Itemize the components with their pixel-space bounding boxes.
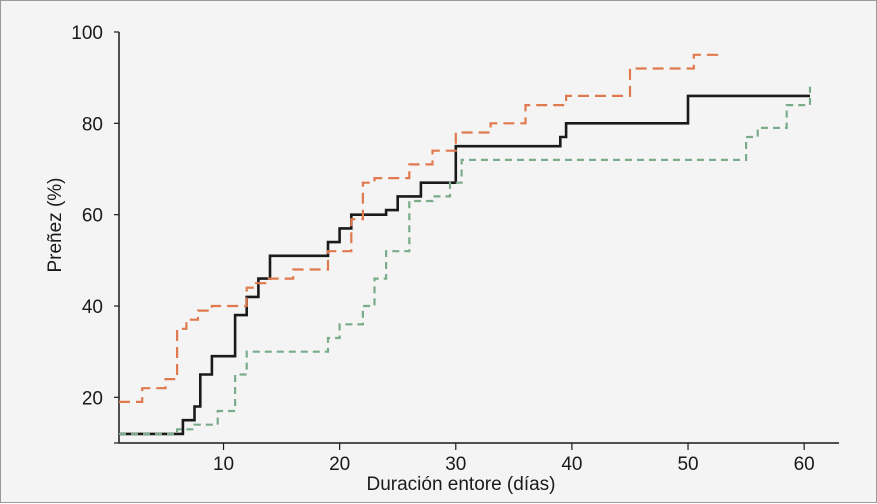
y-tick-label: 40 — [82, 297, 103, 318]
x-tick-label: 50 — [677, 454, 698, 475]
plot-area-background — [119, 32, 839, 443]
x-ticks: 10 20 30 40 50 60 — [213, 443, 815, 475]
series-layer — [119, 50, 812, 436]
y-tick-label: 100 — [71, 23, 103, 44]
x-tick-label: 30 — [445, 454, 466, 475]
y-axis-label: Preñez (%) — [45, 177, 66, 272]
x-axis-label: Duración entore (días) — [366, 474, 555, 495]
series-line-3 — [119, 86, 812, 435]
x-tick-label: 60 — [794, 454, 815, 475]
y-ticks: 20 40 60 80 100 — [71, 23, 119, 444]
y-tick-label: 80 — [82, 114, 103, 135]
x-tick-label: 10 — [213, 454, 234, 475]
x-tick-label: 20 — [329, 454, 350, 475]
y-tick-label: 60 — [82, 206, 103, 227]
y-tick-label: 20 — [82, 388, 103, 409]
series-line-1 — [119, 94, 810, 436]
x-tick-label: 40 — [561, 454, 582, 475]
